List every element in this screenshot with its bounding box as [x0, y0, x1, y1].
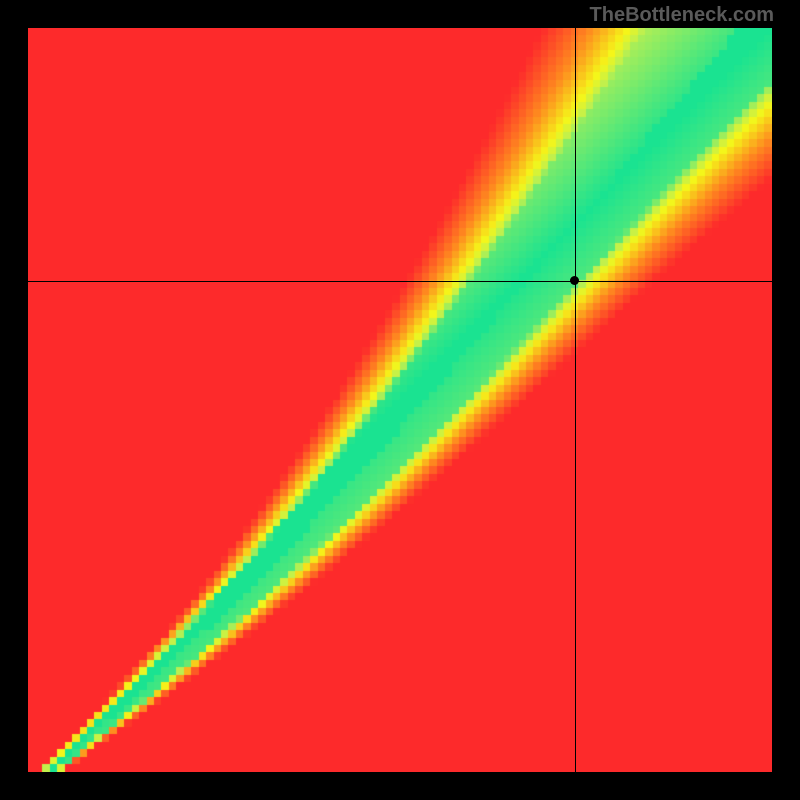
watermark-text: TheBottleneck.com	[590, 4, 774, 27]
crosshair-marker	[570, 276, 579, 285]
crosshair-vertical	[575, 28, 576, 772]
crosshair-horizontal	[28, 281, 772, 282]
bottleneck-heatmap	[28, 28, 772, 772]
chart-container: TheBottleneck.com	[0, 0, 800, 800]
